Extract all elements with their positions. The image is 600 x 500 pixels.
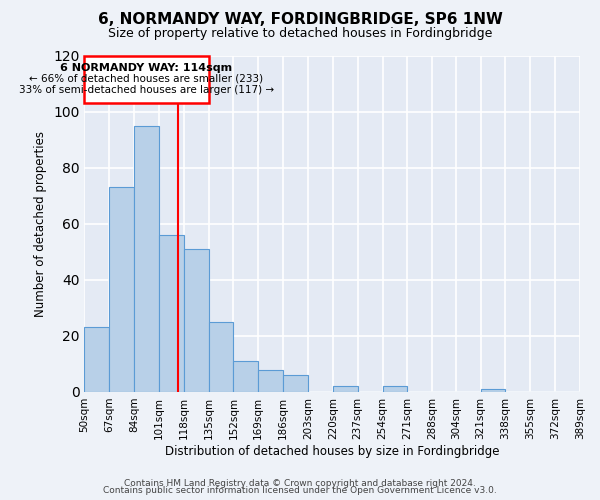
Bar [184,249,209,392]
Y-axis label: Number of detached properties: Number of detached properties [34,130,47,316]
Text: 33% of semi-detached houses are larger (117) →: 33% of semi-detached houses are larger (… [19,85,274,95]
Text: Contains public sector information licensed under the Open Government Licence v3: Contains public sector information licen… [103,486,497,495]
Bar [233,361,258,392]
Text: 6, NORMANDY WAY, FORDINGBRIDGE, SP6 1NW: 6, NORMANDY WAY, FORDINGBRIDGE, SP6 1NW [98,12,502,28]
X-axis label: Distribution of detached houses by size in Fordingbridge: Distribution of detached houses by size … [165,444,499,458]
Bar [258,370,283,392]
Text: ← 66% of detached houses are smaller (233): ← 66% of detached houses are smaller (23… [29,74,263,84]
Bar [209,322,233,392]
Text: Size of property relative to detached houses in Fordingbridge: Size of property relative to detached ho… [108,28,492,40]
Bar [333,386,358,392]
Bar [134,126,159,392]
Bar [159,235,184,392]
Bar [84,328,109,392]
Bar [383,386,407,392]
FancyBboxPatch shape [84,56,209,103]
Text: Contains HM Land Registry data © Crown copyright and database right 2024.: Contains HM Land Registry data © Crown c… [124,478,476,488]
Text: 6 NORMANDY WAY: 114sqm: 6 NORMANDY WAY: 114sqm [61,62,232,72]
Bar [283,375,308,392]
Bar [481,389,505,392]
Bar [109,188,134,392]
